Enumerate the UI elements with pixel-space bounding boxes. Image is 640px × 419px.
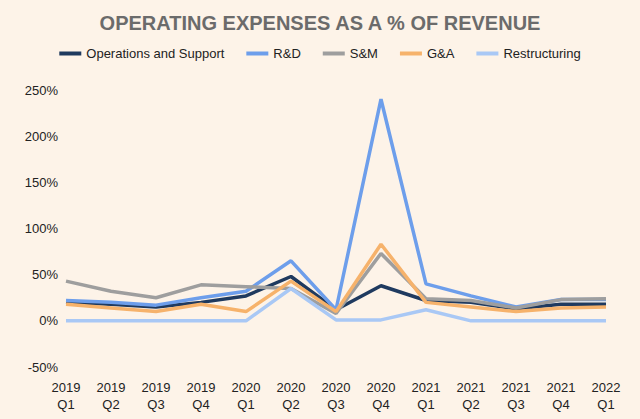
svg-text:Q3: Q3	[327, 397, 344, 412]
svg-text:Q4: Q4	[192, 397, 209, 412]
svg-text:150%: 150%	[25, 175, 59, 190]
svg-text:Restructuring: Restructuring	[503, 46, 580, 61]
svg-text:Q2: Q2	[102, 397, 119, 412]
svg-text:2021: 2021	[547, 380, 576, 395]
svg-text:Q1: Q1	[597, 397, 614, 412]
svg-text:Q3: Q3	[147, 397, 164, 412]
svg-text:G&A: G&A	[427, 46, 455, 61]
svg-text:Q4: Q4	[552, 397, 569, 412]
svg-text:50%: 50%	[32, 267, 58, 282]
svg-text:S&M: S&M	[350, 46, 378, 61]
svg-text:2019: 2019	[187, 380, 216, 395]
svg-text:2020: 2020	[322, 380, 351, 395]
svg-text:2019: 2019	[142, 380, 171, 395]
svg-text:OPERATING EXPENSES AS A % OF R: OPERATING EXPENSES AS A % OF REVENUE	[100, 12, 541, 34]
svg-text:Q1: Q1	[417, 397, 434, 412]
svg-text:Q4: Q4	[372, 397, 389, 412]
svg-text:0%: 0%	[39, 313, 58, 328]
svg-text:200%: 200%	[25, 129, 59, 144]
svg-text:2022: 2022	[592, 380, 621, 395]
svg-text:100%: 100%	[25, 221, 59, 236]
svg-text:2020: 2020	[277, 380, 306, 395]
svg-text:-50%: -50%	[28, 360, 59, 375]
svg-text:2021: 2021	[412, 380, 441, 395]
svg-text:2019: 2019	[97, 380, 126, 395]
svg-text:2019: 2019	[52, 380, 81, 395]
svg-text:Q1: Q1	[57, 397, 74, 412]
svg-text:R&D: R&D	[273, 46, 300, 61]
svg-text:Operations and Support: Operations and Support	[86, 46, 224, 61]
svg-text:Q2: Q2	[462, 397, 479, 412]
svg-text:2021: 2021	[502, 380, 531, 395]
svg-text:Q1: Q1	[237, 397, 254, 412]
svg-text:Q3: Q3	[507, 397, 524, 412]
svg-text:2020: 2020	[367, 380, 396, 395]
svg-text:2020: 2020	[232, 380, 261, 395]
svg-text:250%: 250%	[25, 83, 59, 98]
svg-text:2021: 2021	[457, 380, 486, 395]
svg-text:Q2: Q2	[282, 397, 299, 412]
